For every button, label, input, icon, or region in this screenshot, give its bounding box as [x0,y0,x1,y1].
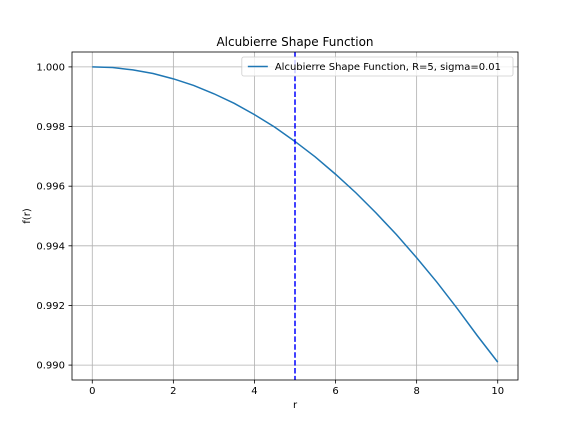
y-tick-label: 0.992 [36,301,65,312]
chart-title: Alcubierre Shape Function [216,35,373,49]
y-tick-label: 1.000 [36,62,65,73]
x-tick-label: 10 [491,386,504,397]
y-tick-label: 0.990 [36,361,65,372]
plot-data [92,52,499,380]
legend-box [241,56,514,77]
legend-entry-label: Alcubierre Shape Function, R=5, sigma=0.… [275,62,501,73]
y-axis-label: f(r) [22,208,33,224]
x-tick-label: 4 [251,386,257,397]
x-tick-label: 8 [413,386,419,397]
y-tick-label: 0.994 [36,241,65,252]
y-tick-label: 0.996 [36,182,65,193]
legend: Alcubierre Shape Function, R=5, sigma=0.… [241,56,514,77]
axis-ticks: 0 2 4 6 8 10 0.990 0.992 0.994 0.996 0.998 1.000 [36,62,504,397]
x-tick-label: 2 [170,386,176,397]
x-tick-label: 6 [332,386,338,397]
axes-frame [71,51,519,381]
x-axis-label: r [293,400,298,411]
x-tick-label: 0 [89,386,95,397]
y-tick-label: 0.998 [36,122,65,133]
